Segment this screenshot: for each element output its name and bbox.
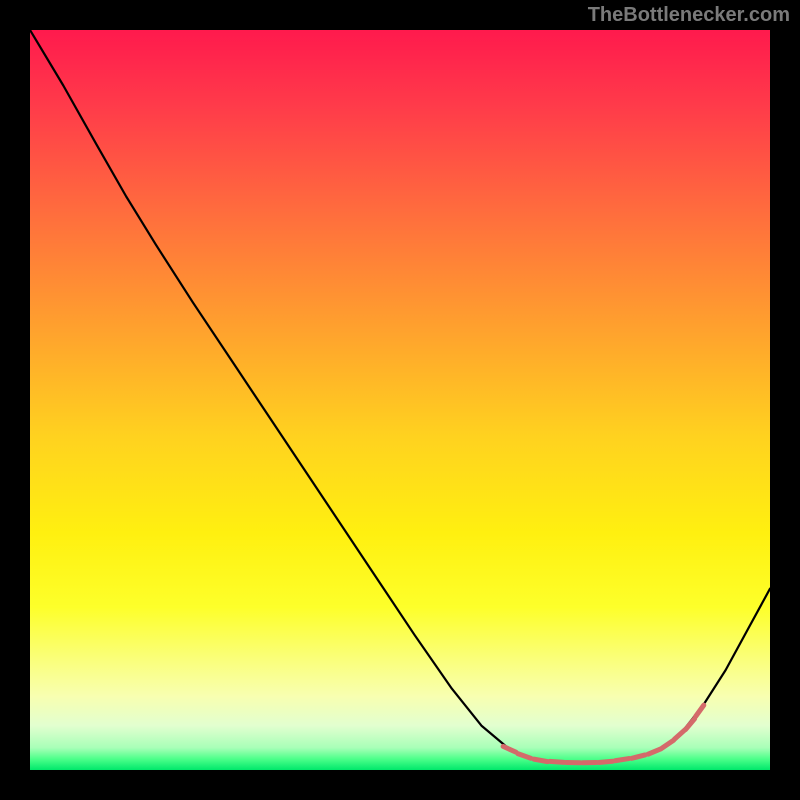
bottleneck-curve [30,30,770,763]
chart-container: TheBottlenecker.com [0,0,800,800]
curve-layer [30,30,770,770]
plot-area [30,30,770,770]
watermark-text: TheBottlenecker.com [588,4,790,27]
trough-markers [503,705,704,763]
